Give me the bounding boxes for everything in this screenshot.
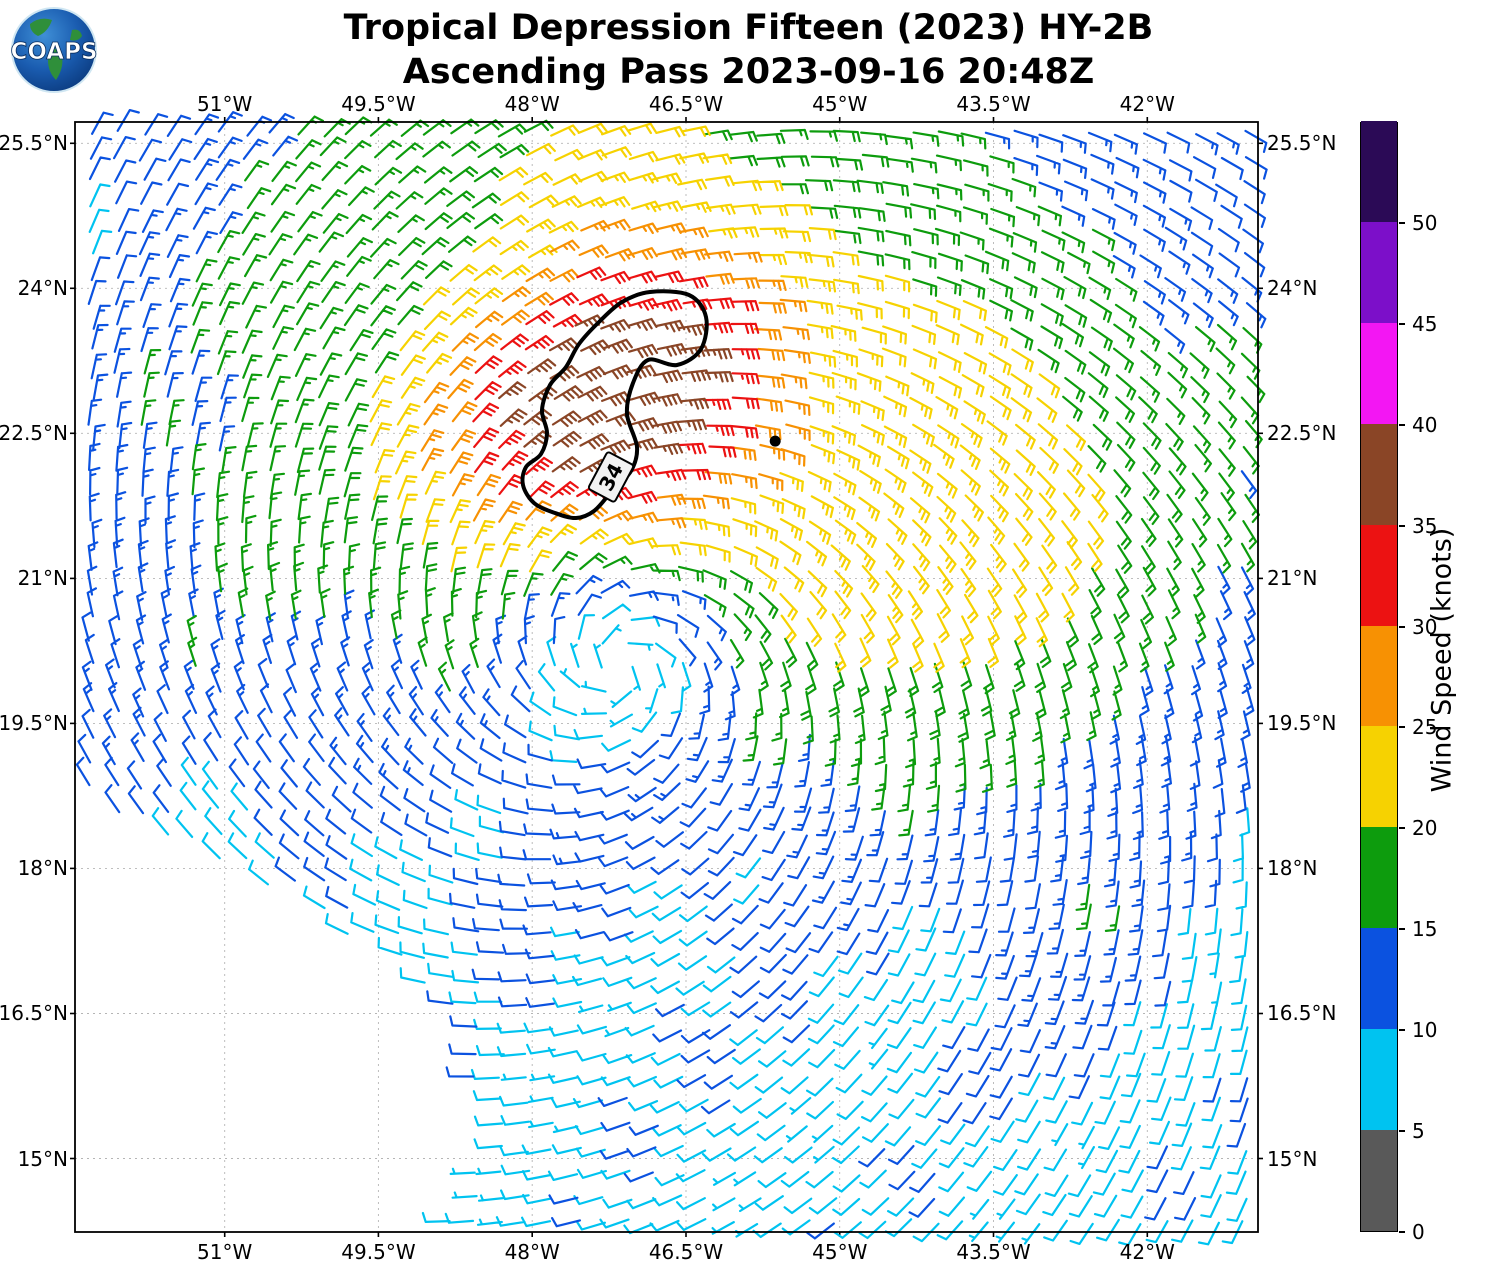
wind-barbs-ec1212 — [472, 266, 761, 504]
lat-tick-label-right: 24°N — [1267, 276, 1318, 301]
lon-tick-label-top: 48°W — [504, 92, 560, 116]
colorbar-tick — [1399, 322, 1405, 325]
colorbar-tick-label: 20 — [1412, 816, 1438, 841]
lat-tick-label-left: 15°N — [17, 1146, 68, 1171]
lon-tick-label-top: 51°W — [197, 92, 253, 116]
lon-tick-label-bottom: 45°W — [812, 1240, 868, 1264]
lon-tick-label-top: 46.5°W — [648, 92, 724, 116]
logo-land-east — [70, 29, 82, 41]
lat-tick-label-right: 15°N — [1267, 1146, 1318, 1171]
colorbar-tick-label: 50 — [1412, 210, 1438, 235]
colorbar-tick-label: 0 — [1412, 1220, 1425, 1244]
figure-title-line1: Tropical Depression Fifteen (2023) HY-2B — [343, 8, 1154, 48]
colorbar-segment — [1361, 221, 1397, 323]
lon-tick-label-bottom: 49.5°W — [341, 1240, 416, 1264]
lat-tick-label-left: 22.5°N — [0, 421, 68, 446]
lat-tick-label-left: 16.5°N — [0, 1001, 68, 1026]
wind-barbs-f6d201 — [369, 122, 1109, 673]
colorbar-tick — [1399, 625, 1405, 628]
logo-land-south — [48, 48, 63, 80]
colorbar-tick — [1399, 928, 1405, 931]
lon-tick-label-bottom: 42°W — [1119, 1240, 1175, 1264]
colorbar-segment — [1361, 625, 1397, 727]
figure-title-line2: Ascending Pass 2023-09-16 20:48Z — [402, 52, 1095, 92]
wind-barbs-f79103 — [420, 218, 811, 529]
contour-label-34: 34 — [587, 451, 635, 503]
lat-tick-label-right: 19.5°N — [1267, 711, 1337, 736]
lat-tick-label-left: 18°N — [17, 856, 68, 881]
colorbar-tick-label: 45 — [1412, 311, 1438, 336]
coaps-logo: COAPS — [10, 7, 98, 93]
colorbar-tick — [1399, 1029, 1405, 1032]
colorbar-tick — [1399, 1231, 1405, 1233]
colorbar-tick-label: 10 — [1412, 1018, 1438, 1043]
lat-tick-label-left: 21°N — [17, 566, 68, 591]
wind-speed-colorbar — [1360, 120, 1398, 1232]
lat-tick-label-right: 22.5°N — [1267, 421, 1337, 446]
colorbar-tick-label: 30 — [1412, 614, 1438, 639]
lon-tick-label-bottom: 43.5°W — [956, 1240, 1031, 1264]
wind-barbs-8a4526 — [498, 314, 734, 476]
lat-tick-label-left: 19.5°N — [0, 711, 68, 736]
wind-barbs-0b52e0 — [75, 109, 1268, 1240]
colorbar-tick — [1399, 1130, 1405, 1133]
colorbar-tick — [1399, 423, 1405, 426]
colorbar-segment — [1361, 826, 1397, 929]
colorbar-segment — [1361, 423, 1397, 525]
lon-tick-label-top: 42°W — [1119, 92, 1175, 116]
wind-radii-34kt-contour — [520, 289, 709, 521]
colorbar-axis-label: Wind Speed (knots) — [1426, 527, 1458, 793]
lon-tick-label-bottom: 48°W — [504, 1240, 560, 1264]
colorbar-tick — [1399, 726, 1405, 729]
lon-tick-label-bottom: 46.5°W — [648, 1240, 724, 1264]
lat-tick-label-right: 21°N — [1267, 566, 1318, 591]
lon-tick-label-top: 43.5°W — [956, 92, 1031, 116]
colorbar-segment — [1361, 524, 1397, 626]
colorbar-tick — [1399, 524, 1405, 527]
plot-frame — [74, 121, 1259, 1233]
lon-tick-label-top: 45°W — [812, 92, 868, 116]
colorbar-tick-label: 35 — [1412, 513, 1438, 538]
colorbar-tick-label: 5 — [1412, 1119, 1425, 1144]
logo-land-north — [30, 18, 52, 36]
colorbar-tick-label: 40 — [1412, 412, 1438, 437]
colorbar-segment — [1361, 120, 1397, 222]
colorbar-segment — [1361, 927, 1397, 1030]
logo-text: COAPS — [10, 39, 97, 65]
colorbar-tick-label: 15 — [1412, 917, 1438, 942]
colorbar-tick — [1399, 827, 1405, 830]
lon-tick-label-top: 49.5°W — [341, 92, 416, 116]
lat-tick-label-right: 25.5°N — [1267, 131, 1337, 156]
colorbar-tick — [1399, 221, 1405, 224]
lon-tick-label-bottom: 51°W — [197, 1240, 253, 1264]
colorbar-tick-label: 25 — [1412, 715, 1438, 740]
lat-tick-label-right: 18°N — [1267, 856, 1318, 881]
colorbar-segment — [1361, 1129, 1397, 1231]
lat-tick-label-right: 16.5°N — [1267, 1001, 1337, 1026]
colorbar-segment — [1361, 1028, 1397, 1131]
storm-center-dot — [769, 435, 781, 447]
lat-tick-label-left: 25.5°N — [0, 131, 68, 156]
wind-barbs-0d9c0d — [140, 115, 1266, 932]
lat-tick-label-left: 24°N — [17, 276, 68, 301]
colorbar-segment — [1361, 725, 1397, 828]
colorbar-segment — [1361, 322, 1397, 424]
